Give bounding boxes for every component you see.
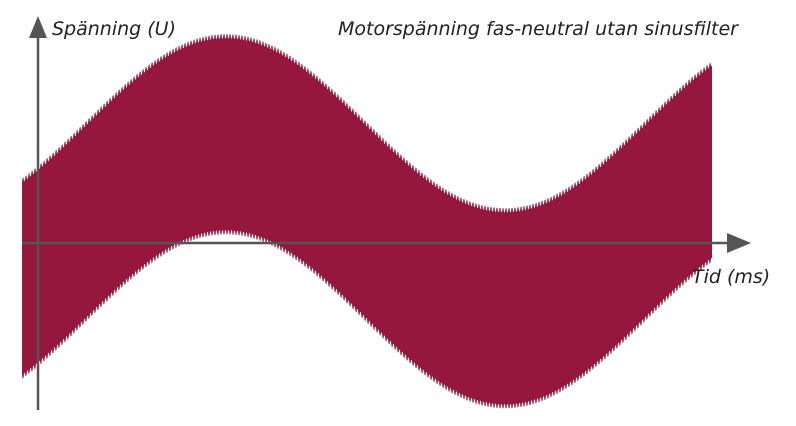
chart-title: Motorspänning fas-neutral utan sinusfilt…	[338, 18, 738, 40]
y-axis-label: Spänning (U)	[52, 18, 177, 40]
y-axis-arrow	[29, 16, 47, 38]
voltage-band	[22, 34, 712, 409]
x-axis-arrow	[727, 233, 751, 253]
x-axis-label: Tid (ms)	[692, 266, 771, 288]
